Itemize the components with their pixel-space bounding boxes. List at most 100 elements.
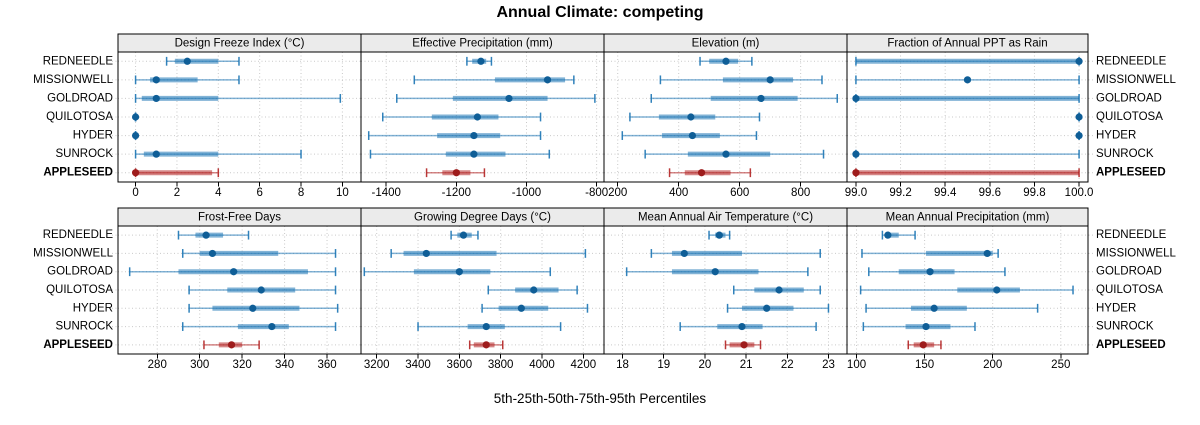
median-dot	[505, 94, 513, 103]
series-hyder	[367, 131, 542, 140]
median-dot	[757, 94, 765, 103]
axis-tick-label: 250	[1051, 359, 1070, 371]
axis-tick-label: 400	[669, 187, 688, 199]
median-dot	[852, 94, 860, 103]
series-missionwell	[390, 249, 587, 258]
axis-tick-label: 19	[657, 359, 670, 371]
median-dot	[993, 286, 1001, 294]
axis-tick-label: 4000	[529, 359, 555, 371]
median-dot	[452, 169, 460, 177]
series-quilotosa	[381, 112, 542, 122]
axis-tick-label: 3200	[364, 359, 390, 371]
series-sunrock	[679, 322, 817, 331]
row-label-right-sunrock: SUNROCK	[1096, 148, 1154, 160]
axis-tick-label: -1400	[372, 187, 401, 199]
median-dot	[473, 113, 482, 121]
row-label-left-hyder: HYDER	[73, 130, 113, 142]
series-sunrock	[417, 322, 562, 331]
series-sunrock	[181, 322, 337, 331]
series-missionwell	[413, 75, 575, 85]
row-label-left-redneedle: REDNEEDLE	[43, 229, 114, 241]
series-sunrock	[369, 149, 551, 159]
row-label-right-appleseed: APPLESEED	[1096, 167, 1166, 179]
axis-tick-label: 99.0	[845, 187, 867, 199]
axis-tick-label: 99.4	[934, 187, 957, 199]
chart-title: Annual Climate: competing	[496, 4, 704, 21]
median-dot	[152, 150, 160, 158]
axis-tick-label: 100	[847, 359, 866, 371]
row-label-left-appleseed: APPLESEED	[43, 339, 113, 351]
median-dot	[202, 231, 210, 239]
median-dot	[738, 322, 746, 331]
row-label-left-missionwell: MISSIONWELL	[33, 74, 113, 86]
row-label-left-redneedle: REDNEEDLE	[43, 55, 114, 67]
median-dot	[983, 249, 991, 258]
series-goldroad	[128, 267, 337, 277]
axis-tick-label: 0	[132, 187, 138, 199]
row-label-right-missionwell: MISSIONWELL	[1096, 247, 1176, 259]
median-dot	[963, 76, 972, 84]
median-dot	[230, 268, 238, 276]
row-label-right-sunrock: SUNROCK	[1096, 321, 1154, 333]
median-dot	[715, 231, 723, 239]
series-appleseed	[907, 340, 942, 350]
series-missionwell	[861, 249, 999, 258]
median-dot	[455, 268, 463, 276]
panel-frost-free-days: Frost-Free Days 280 300 320 340 360	[117, 207, 362, 371]
panel-mean-annual-precipitation-mm: Mean Annual Precipitation (mm) 100 150 200 2…	[846, 207, 1089, 371]
median-dot	[930, 304, 938, 312]
series-quilotosa	[1075, 112, 1083, 122]
axis-tick-label: 280	[148, 359, 167, 371]
axis-tick-label: 360	[317, 359, 336, 371]
series-goldroad	[134, 94, 342, 103]
series-goldroad	[396, 94, 596, 103]
median-dot	[680, 249, 688, 258]
median-dot	[131, 131, 140, 140]
axis-tick-label: 340	[275, 359, 294, 371]
axis-tick-label: 99.6	[979, 187, 1001, 199]
panel-growing-degree-days-c: Growing Degree Days (°C) 3200 3400 3600 3800…	[360, 207, 605, 371]
panel-strip-title: Frost-Free Days	[198, 212, 281, 224]
row-label-right-missionwell: MISSIONWELL	[1096, 74, 1176, 86]
series-appleseed	[668, 168, 752, 178]
panel-strip	[846, 207, 1089, 227]
series-quilotosa	[188, 285, 337, 295]
panel-strip-title: Growing Degree Days (°C)	[414, 212, 551, 224]
axis-tick-label: -1000	[512, 187, 541, 199]
series-quilotosa	[487, 285, 578, 295]
axis-tick-label: 4	[215, 187, 222, 199]
axis-tick-label: 3800	[488, 359, 514, 371]
series-redneedle	[165, 56, 240, 66]
median-dot	[722, 150, 730, 158]
median-dot	[208, 249, 217, 258]
axis-tick-label: 23	[822, 359, 835, 371]
series-redneedle	[855, 56, 1083, 66]
axis-tick-label: 800	[791, 187, 810, 199]
series-goldroad	[852, 94, 1080, 103]
median-dot	[922, 322, 930, 331]
series-redneedle	[466, 56, 493, 66]
series-hyder	[481, 303, 589, 313]
median-dot	[884, 231, 892, 239]
axis-tick-label: 300	[190, 359, 209, 371]
series-missionwell	[181, 249, 337, 258]
series-appleseed	[468, 340, 504, 350]
median-dot	[183, 57, 191, 65]
panel-background	[118, 52, 361, 182]
panel-strip-title: Design Freeze Index (°C)	[175, 38, 305, 50]
row-label-right-redneedle: REDNEEDLE	[1096, 55, 1167, 67]
median-dot	[688, 131, 697, 140]
axis-tick-label: 18	[616, 359, 629, 371]
axis-tick-label: 600	[730, 187, 749, 199]
series-quilotosa	[131, 112, 140, 122]
series-quilotosa	[629, 112, 761, 122]
axis-tick-label: 4200	[571, 359, 597, 371]
row-label-right-redneedle: REDNEEDLE	[1096, 229, 1167, 241]
row-label-right-quilotosa: QUILOTOSA	[1096, 111, 1163, 123]
row-label-right-appleseed: APPLESEED	[1096, 339, 1166, 351]
series-goldroad	[650, 94, 838, 103]
axis-tick-label: 20	[699, 359, 712, 371]
row-label-right-hyder: HYDER	[1096, 302, 1136, 314]
series-sunrock	[134, 149, 302, 159]
axis-tick-label: 3600	[447, 359, 473, 371]
